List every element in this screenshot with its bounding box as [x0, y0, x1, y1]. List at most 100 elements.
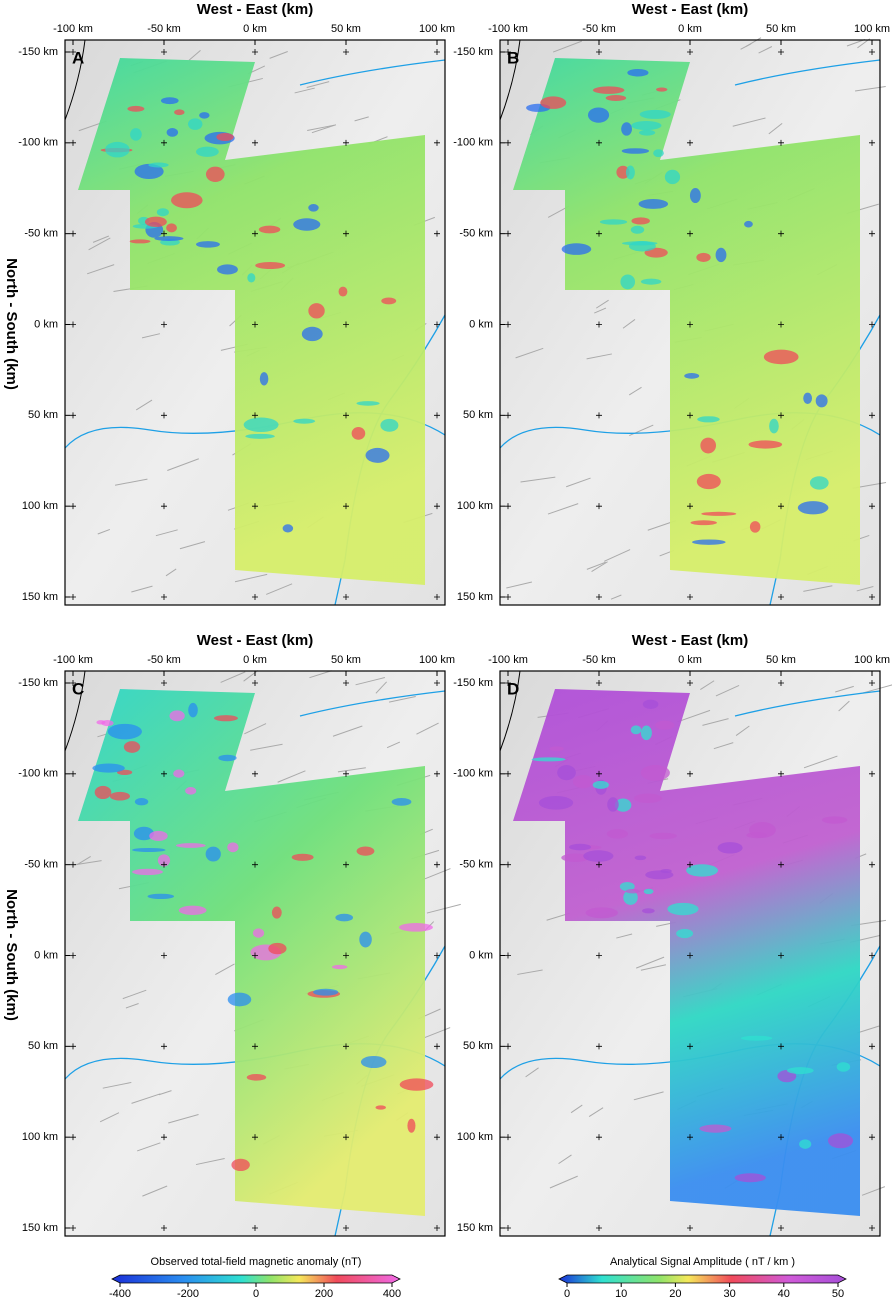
anomaly — [195, 241, 220, 248]
grid-cross — [252, 1225, 258, 1231]
y-tick-label: 50 km — [463, 409, 493, 421]
grid-cross — [687, 680, 693, 686]
y-axis-title: North - South (km) — [3, 889, 20, 1021]
relief — [857, 1025, 880, 1034]
anomaly — [676, 928, 694, 939]
anomaly — [391, 798, 412, 806]
anomaly — [123, 741, 141, 753]
x-tick-label: 50 km — [766, 654, 796, 666]
anomaly — [308, 203, 319, 212]
map-panel: D West - East (km) -100 km -50 km 0 km 50 km 1… — [453, 632, 892, 1237]
x-tick-label: -50 km — [147, 23, 181, 35]
anomaly — [213, 715, 238, 722]
grid-cross — [687, 321, 693, 328]
y-tick-label: 50 km — [28, 409, 58, 421]
relief — [515, 347, 544, 359]
anomaly — [132, 847, 166, 852]
anomaly — [631, 121, 662, 131]
anomaly — [134, 163, 164, 180]
y-tick-label: -150 km — [18, 677, 58, 689]
grid-cross — [505, 321, 511, 328]
relief — [640, 964, 666, 971]
anomaly — [255, 261, 286, 270]
grid-cross — [869, 321, 875, 328]
anomaly — [749, 521, 761, 533]
relief — [114, 478, 148, 486]
anomaly — [630, 725, 642, 735]
y-tick-label: 0 km — [34, 318, 58, 330]
relief — [167, 458, 199, 471]
grid-cross — [252, 503, 258, 510]
relief — [142, 1185, 168, 1197]
grid-cross — [505, 594, 511, 600]
y-tick-label: 100 km — [22, 500, 58, 512]
grid-cross — [505, 1225, 511, 1231]
grid-cross — [161, 1134, 167, 1141]
relief — [426, 903, 461, 914]
relief — [122, 989, 147, 1000]
relief — [622, 319, 636, 329]
y-tick-label: 150 km — [22, 1222, 58, 1234]
x-tick-label: 0 km — [678, 654, 702, 666]
grid-cross — [687, 503, 693, 510]
relief — [677, 709, 711, 723]
map-panel: A West - East (km) North - South (km) -100 … — [3, 1, 455, 606]
y-tick-label: -50 km — [459, 228, 493, 240]
colorbar-title: Observed total-field magnetic anomaly (n… — [151, 1256, 362, 1268]
grid-cross — [505, 952, 511, 959]
anomaly — [247, 273, 256, 283]
grid-cross — [70, 952, 76, 959]
anomaly — [271, 906, 282, 919]
relief — [633, 1091, 664, 1101]
anomaly — [217, 264, 238, 275]
relief — [422, 868, 451, 881]
grid-cross — [869, 503, 875, 510]
anomaly — [246, 1073, 267, 1081]
grid-cross — [869, 139, 875, 146]
anomaly — [630, 225, 645, 234]
grid-cross — [596, 594, 602, 600]
relief — [596, 299, 609, 309]
anomaly — [293, 218, 321, 231]
grid-cross — [434, 49, 440, 55]
relief — [715, 684, 740, 697]
relief — [355, 677, 385, 686]
anomaly — [587, 107, 610, 123]
grid-cross — [252, 770, 258, 777]
relief — [702, 718, 729, 726]
grid-cross — [778, 952, 784, 959]
grid-cross — [70, 861, 76, 868]
anomaly — [308, 303, 325, 319]
grid-cross — [778, 594, 784, 600]
anomaly — [360, 1055, 387, 1069]
anomaly — [205, 166, 225, 182]
relief — [102, 1081, 132, 1089]
colorbar-tick-label: 50 — [832, 1288, 844, 1300]
x-tick-label: -100 km — [53, 23, 93, 35]
anomaly — [561, 853, 590, 863]
anomaly — [313, 988, 339, 996]
grid-cross — [434, 230, 440, 237]
anomaly — [407, 1118, 416, 1133]
relief — [220, 671, 246, 683]
relief — [88, 237, 111, 251]
anomaly — [243, 417, 279, 433]
anomaly — [399, 1078, 434, 1091]
grid-cross — [778, 503, 784, 510]
grid-cross — [70, 139, 76, 146]
grid-cross — [505, 770, 511, 777]
grid-cross — [343, 770, 349, 777]
grid-cross — [343, 1134, 349, 1141]
y-axis-title: North - South (km) — [3, 258, 20, 390]
grid-cross — [161, 770, 167, 777]
map-panel: C West - East (km) North - South (km) -100 … — [3, 632, 461, 1237]
anomaly — [157, 854, 171, 867]
relief — [158, 1090, 172, 1096]
grid-cross — [505, 1134, 511, 1141]
anomaly — [645, 870, 674, 880]
grid-cross — [343, 321, 349, 328]
anomaly — [592, 86, 625, 94]
anomaly — [664, 169, 681, 185]
anomaly — [178, 905, 207, 916]
relief — [588, 1107, 604, 1117]
